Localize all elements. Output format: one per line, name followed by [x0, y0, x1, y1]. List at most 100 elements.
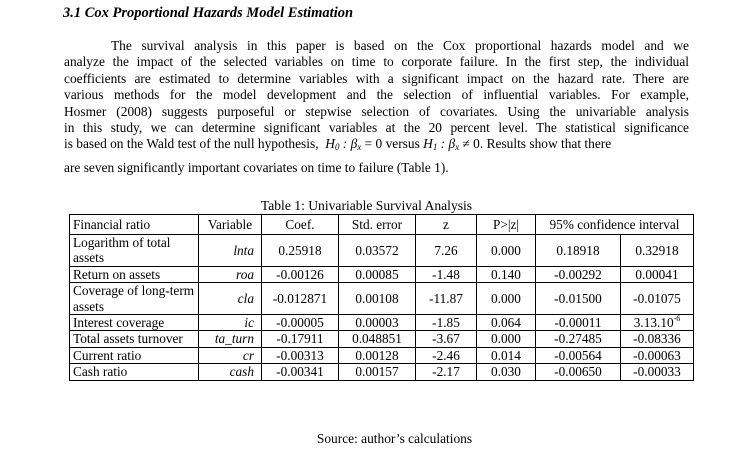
cell-coef: 0.25918: [261, 234, 339, 267]
cell-var: lnta: [198, 234, 262, 267]
cell-ci-high: 0.00041: [620, 265, 694, 284]
cell-ci-high-base: 3.13.10: [633, 315, 674, 331]
cell-p: 0.140: [476, 265, 536, 284]
paragraph-text: . Results show that there: [479, 136, 612, 152]
cell-p: 0.064: [476, 314, 536, 332]
math-symbol: : β: [339, 136, 358, 152]
cell-var: roa: [198, 265, 262, 284]
cell-var: ta_turn: [198, 330, 262, 348]
cell-p: 0.000: [476, 234, 536, 267]
cell-ratio: Return on assets: [69, 265, 199, 284]
cell-ci-high: -0.00063: [620, 346, 694, 365]
cell-se: 0.00157: [338, 363, 416, 381]
paragraph-line-hypothesis: is based on the Wald test of the null hy…: [64, 136, 689, 155]
cell-coef: -0.17911: [261, 330, 339, 348]
cell-ci-high: -0.00033: [620, 363, 694, 381]
paragraph-line: various methods for the model developmen…: [64, 87, 689, 103]
paragraph-line: coefficients are estimated to determine …: [64, 70, 689, 86]
header-coef: Coef.: [261, 214, 339, 235]
cell-ci-high: -0.01075: [620, 282, 694, 316]
body-paragraph: The survival analysis in this paper is b…: [64, 38, 689, 176]
math-subscript: 0: [334, 142, 340, 153]
cell-coef: -0.00126: [261, 265, 339, 284]
cell-se: 0.03572: [338, 234, 416, 267]
cell-ratio: Logarithm of total assets: [69, 234, 199, 267]
table-header-row: Financial ratio Variable Coef. Std. erro…: [69, 214, 694, 235]
cell-var: cr: [198, 346, 262, 365]
table-source-text: Source: author’s calculations: [316, 431, 473, 446]
cell-z: 7.26: [415, 234, 477, 267]
math-symbol: ≠ 0: [459, 136, 480, 152]
table-source-note: Source: author’s calculations: [0, 431, 737, 447]
paragraph-line: analyze the impact of the selected varia…: [64, 54, 689, 70]
cell-p: 0.000: [476, 282, 536, 316]
cell-z: -1.48: [415, 265, 477, 284]
cell-se: 0.00128: [338, 346, 416, 365]
paragraph-line: The survival analysis in this paper is b…: [111, 38, 689, 53]
cell-se: 0.00003: [338, 314, 416, 332]
cell-se: 0.00085: [338, 265, 416, 284]
cell-z: -11.87: [415, 282, 477, 316]
cell-ci-low: -0.00650: [535, 363, 621, 381]
cell-coef: -0.00341: [261, 363, 339, 381]
cell-z: -1.85: [415, 314, 477, 332]
cell-z: -2.46: [415, 346, 477, 365]
paragraph-line: in this study, we can determine signific…: [64, 120, 689, 136]
cell-ci-low: 0.18918: [535, 234, 621, 267]
math-subscript: x: [357, 142, 362, 153]
math-symbol: H: [325, 136, 335, 152]
table-row: Interest coverage ic -0.00005 0.00003 -1…: [69, 314, 694, 332]
paragraph-text: versus: [382, 136, 424, 152]
cell-p: 0.014: [476, 346, 536, 365]
alt-hypothesis: H1 : βx ≠ 0: [423, 136, 480, 153]
cell-coef: -0.00005: [261, 314, 339, 332]
cell-ratio: Total assets turnover: [69, 330, 199, 348]
cell-ratio: Interest coverage: [69, 314, 199, 332]
cell-coef: -0.012871: [261, 282, 339, 316]
cell-z: -2.17: [415, 363, 477, 381]
table-caption-text: Table 1: Univariable Survival Analysis: [260, 198, 473, 213]
header-variable: Variable: [198, 214, 262, 235]
section-heading: 3.1 Cox Proportional Hazards Model Estim…: [63, 5, 354, 21]
math-symbol: = 0: [361, 136, 383, 152]
cell-ratio: Cash ratio: [69, 363, 199, 381]
math-symbol: H: [423, 136, 433, 152]
cell-var: cla: [198, 282, 262, 316]
cell-ratio: Coverage of long-term assets: [69, 282, 199, 316]
math-subscript: 1: [432, 142, 438, 153]
header-confidence-interval: 95% confidence interval: [535, 214, 694, 235]
table-row: Return on assets roa -0.00126 0.00085 -1…: [69, 265, 694, 284]
cell-z: -3.67: [415, 330, 477, 348]
cell-p: 0.000: [476, 330, 536, 348]
null-hypothesis: H0 : βx = 0: [325, 136, 383, 153]
table-row: Current ratio cr -0.00313 0.00128 -2.46 …: [69, 346, 694, 365]
paragraph-text: is based on the Wald test of the null hy…: [64, 136, 319, 152]
cell-p: 0.030: [476, 363, 536, 381]
table-row: Logarithm of total assets lnta 0.25918 0…: [69, 234, 694, 267]
cell-var: cash: [198, 363, 262, 381]
header-z: z: [415, 214, 477, 235]
cell-se: 0.048851: [338, 330, 416, 348]
cell-se: 0.00108: [338, 282, 416, 316]
univariable-survival-table: Financial ratio Variable Coef. Std. erro…: [69, 214, 694, 381]
cell-ci-low: -0.01500: [535, 282, 621, 316]
cell-ci-low: -0.00564: [535, 346, 621, 365]
cell-ci-low: -0.00292: [535, 265, 621, 284]
cell-ci-high: 0.32918: [620, 234, 694, 267]
header-financial-ratio: Financial ratio: [69, 214, 199, 235]
math-subscript: x: [455, 142, 460, 153]
cell-ci-high-exponent: -6: [673, 314, 681, 324]
paragraph-line: are seven significantly important covari…: [64, 159, 449, 175]
cell-ratio: Current ratio: [69, 346, 199, 365]
paragraph-line: Hosmer (2008) suggests purposeful or ste…: [64, 103, 689, 119]
table-row: Cash ratio cash -0.00341 0.00157 -2.17 0…: [69, 363, 694, 381]
header-p-value: P>|z|: [476, 214, 536, 235]
header-std-error: Std. error: [338, 214, 416, 235]
table-row: Coverage of long-term assets cla -0.0128…: [69, 282, 694, 316]
cell-ci-high: -0.08336: [620, 330, 694, 348]
table-row: Total assets turnover ta_turn -0.17911 0…: [69, 330, 694, 348]
cell-ci-high: 3.13.10-6: [620, 314, 694, 332]
cell-ci-low: -0.27485: [535, 330, 621, 348]
cell-var: ic: [198, 314, 262, 332]
table-caption: Table 1: Univariable Survival Analysis: [0, 198, 737, 214]
